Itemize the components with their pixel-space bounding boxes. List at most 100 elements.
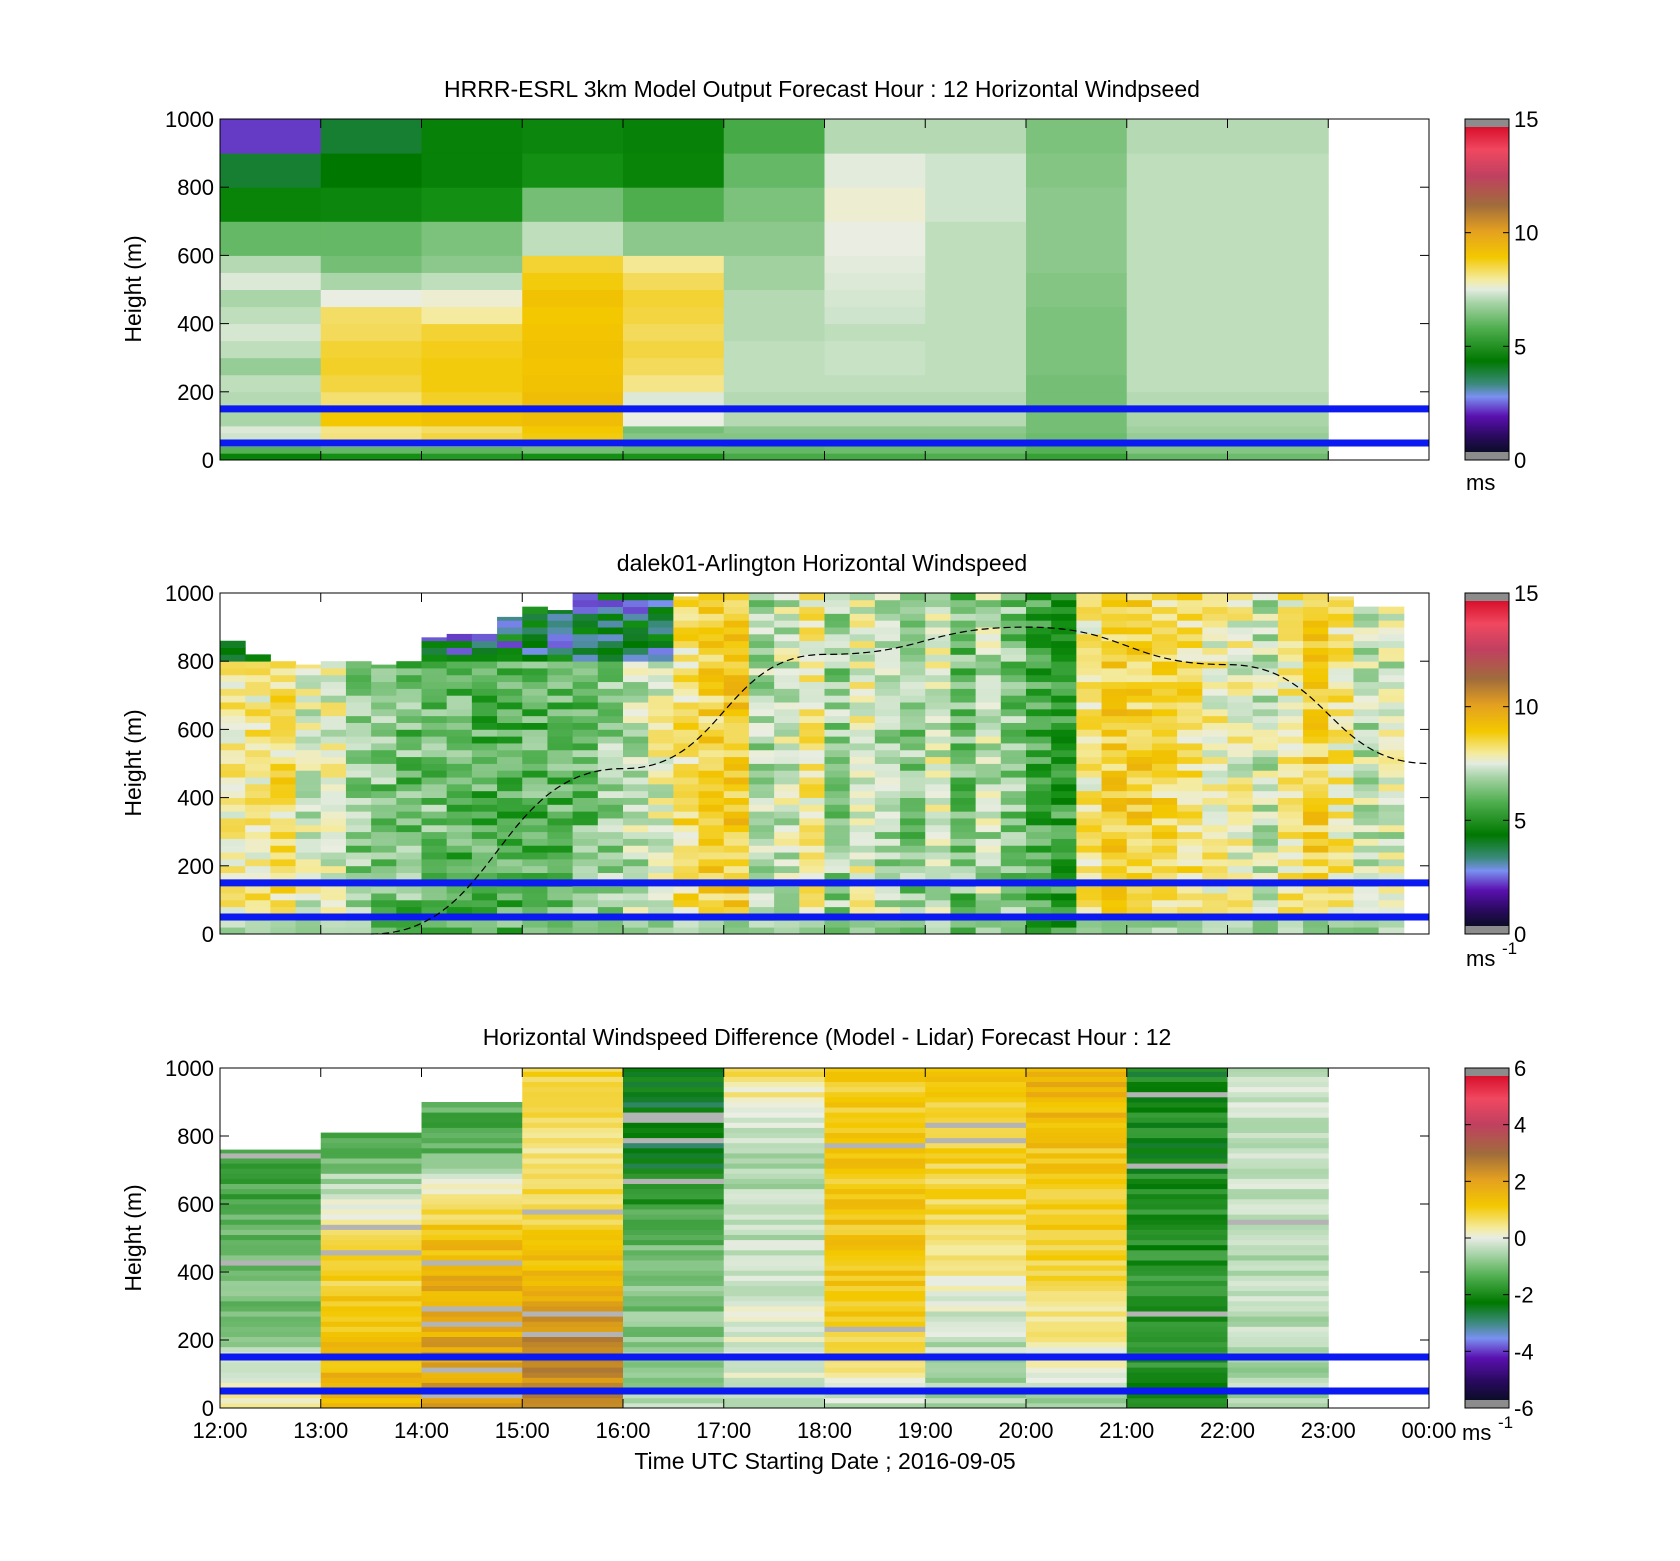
y-tick-label: 1000 <box>165 581 214 606</box>
heatmap-cell <box>497 647 523 655</box>
heatmap-cell <box>874 593 901 601</box>
heatmap-cell <box>673 647 700 655</box>
heatmap-cell <box>623 357 725 376</box>
heatmap-cell <box>849 831 876 839</box>
heatmap-cell <box>950 838 977 846</box>
heatmap-cell <box>1151 736 1178 744</box>
heatmap-cell <box>950 715 977 723</box>
heatmap-cell <box>396 920 422 928</box>
heatmap-cell <box>824 1229 926 1235</box>
heatmap-cell <box>1126 153 1228 188</box>
heatmap-cell <box>572 818 599 826</box>
heatmap-cell <box>1026 1142 1128 1149</box>
heatmap-cell <box>648 824 674 833</box>
heatmap-cell <box>245 729 271 737</box>
heatmap-cell <box>975 647 1002 655</box>
heatmap-cell <box>623 811 649 819</box>
heatmap-cell <box>1076 640 1103 648</box>
heatmap-cell <box>1151 681 1178 689</box>
heatmap-cell <box>1026 804 1052 812</box>
heatmap-cell <box>446 872 473 880</box>
heatmap-cell <box>1051 606 1077 614</box>
heatmap-cell <box>1051 702 1077 710</box>
heatmap-cell <box>925 1224 1027 1230</box>
heatmap-cell <box>320 845 347 853</box>
heatmap-cell <box>1353 620 1380 628</box>
heatmap-cell <box>320 1209 422 1215</box>
heatmap-cell <box>1000 893 1027 901</box>
heatmap-cell <box>623 1321 725 1327</box>
heatmap-cell <box>1076 674 1103 683</box>
heatmap-cell <box>623 906 649 914</box>
heatmap-cell <box>673 777 700 785</box>
heatmap-cell <box>471 852 498 860</box>
heatmap-cell <box>698 804 725 812</box>
heatmap-cell <box>925 1234 1027 1241</box>
heatmap-cell <box>522 1316 624 1322</box>
heatmap-cell <box>446 858 473 867</box>
heatmap-cell <box>1227 1270 1329 1276</box>
heatmap-cell <box>572 797 599 805</box>
heatmap-cell <box>925 865 951 874</box>
heatmap-cell <box>623 1224 725 1230</box>
heatmap-cell <box>874 893 901 901</box>
heatmap-cell <box>623 1311 725 1317</box>
heatmap-cell <box>723 1382 825 1388</box>
x-axis: 12:00 13:00 14:00 15:00 16:00 17:00 18:00 19:00… <box>192 1068 1457 1443</box>
heatmap-cell <box>975 797 1002 805</box>
heatmap-cell <box>925 783 951 792</box>
heatmap-cell <box>396 695 422 703</box>
heatmap-cell <box>1126 1122 1228 1128</box>
heatmap-cell <box>698 811 725 819</box>
heatmap-cell <box>774 797 800 805</box>
heatmap-cell <box>522 797 548 805</box>
heatmap-cell <box>824 1341 926 1348</box>
heatmap-cell <box>1328 845 1354 853</box>
heatmap-cell <box>1151 633 1178 642</box>
heatmap-cell <box>1227 858 1254 867</box>
heatmap-cell <box>446 756 473 764</box>
heatmap-cell <box>597 647 624 655</box>
heatmap-cell <box>220 1336 322 1343</box>
heatmap-cell <box>396 899 422 908</box>
heatmap-cell <box>497 893 523 901</box>
heatmap-cell <box>1126 1158 1228 1164</box>
heatmap-cell <box>1227 357 1329 376</box>
heatmap-cell <box>421 899 448 908</box>
heatmap-cell <box>597 620 624 628</box>
heatmap-cell <box>950 627 977 635</box>
heatmap-cell <box>522 1326 624 1332</box>
heatmap-cell <box>446 838 473 846</box>
heatmap-cell <box>421 1158 523 1164</box>
heatmap-cell <box>648 797 674 805</box>
heatmap-cell <box>320 702 347 710</box>
heatmap-cell <box>925 255 1027 273</box>
heatmap-cell <box>547 729 574 737</box>
heatmap-cell <box>1353 804 1380 812</box>
heatmap-cell <box>623 1163 725 1169</box>
heatmap-cell <box>1101 804 1128 812</box>
heatmap-cell <box>345 858 372 867</box>
heatmap-cell <box>975 715 1002 723</box>
heatmap-cell <box>849 668 876 676</box>
heatmap-cell <box>497 770 523 778</box>
heatmap-cell <box>900 722 926 730</box>
heatmap-cell <box>1277 749 1304 758</box>
heatmap-cell <box>824 838 851 846</box>
heatmap-cell <box>522 674 548 683</box>
heatmap-cell <box>1076 647 1103 655</box>
heatmap-cell <box>320 824 347 833</box>
heatmap-cell <box>824 858 851 867</box>
heatmap-cell <box>673 845 700 853</box>
heatmap-cell <box>774 695 800 703</box>
heatmap-cell <box>723 1260 825 1266</box>
heatmap-cell <box>623 340 725 359</box>
heatmap-cell <box>1051 763 1077 771</box>
heatmap-cell <box>1000 633 1027 642</box>
heatmap-cell <box>1303 906 1329 914</box>
heatmap-cell <box>220 797 246 805</box>
heatmap-cell <box>1227 1137 1329 1144</box>
heatmap-cell <box>345 695 372 703</box>
heatmap-cell <box>1328 906 1354 914</box>
heatmap-cell <box>1353 927 1380 935</box>
